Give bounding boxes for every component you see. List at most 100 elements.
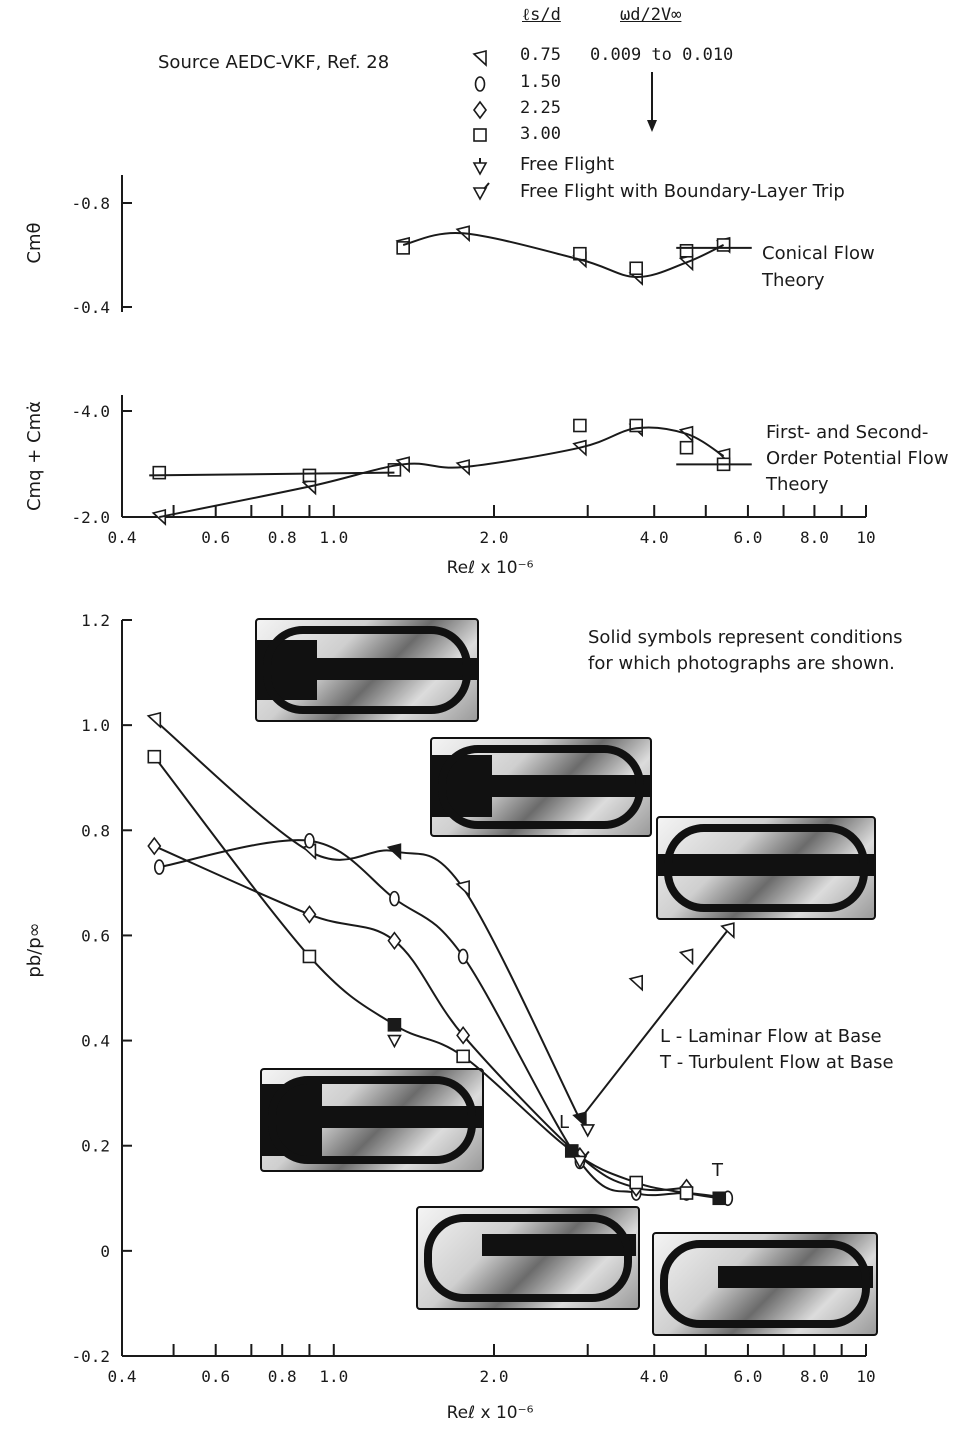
panel-2-ytick-label-6: 0 <box>100 1242 110 1261</box>
legend-header-ls-d: ℓs/d <box>522 5 561 25</box>
panel-2-series-1-point-2 <box>389 890 400 907</box>
panel-2-series-1-point-3 <box>457 948 469 965</box>
panel-2-ytick-label-0: 1.2 <box>81 611 110 630</box>
panel-2-series-3-point-4 <box>564 1144 579 1158</box>
panel-2-series-4-point-1 <box>580 1124 596 1138</box>
panel-1-theory-line <box>149 471 395 477</box>
panel-1-xlabel: Reℓ x 10⁻⁶ <box>447 558 534 578</box>
panel-1-fit-curve <box>159 426 725 518</box>
panel-2-ytick-label-1: 1.0 <box>81 716 110 735</box>
panel-1-xtick-label-6: 6.0 <box>733 528 762 547</box>
panel-2-series-3-point-3 <box>456 1049 470 1064</box>
panel-1-series-1-point-0 <box>152 465 167 480</box>
top-annotation-line1: Conical Flow <box>762 243 875 264</box>
panel-2-series-3-point-1 <box>302 949 317 964</box>
schlieren-photo-405 <box>416 1206 640 1310</box>
legend-symbol-square <box>473 128 487 142</box>
mid-annotation-line1: First- and Second- <box>766 422 929 443</box>
panel-2-xtick-label-7: 8.0 <box>800 1367 829 1386</box>
panel-0-ylabel: Cmθ <box>24 222 45 263</box>
marker-T: T <box>712 1160 723 1181</box>
legend-label-2: 2.25 <box>520 98 561 118</box>
panel-0-fit-curve <box>402 232 725 279</box>
schlieren-photo-401 <box>430 737 652 837</box>
plot-layer: -0.8 -0.4 -4.0 -2.0 1.2 1.0 0.8 0.6 0.4 0.2 0 -0.2 0… <box>24 175 876 1423</box>
panel-2-series-0-point-4 <box>572 1111 587 1129</box>
note-line2: for which photographs are shown. <box>588 653 895 674</box>
schlieren-photo-403 <box>260 1068 484 1172</box>
panel-2-ytick-label-7: -0.2 <box>71 1347 110 1366</box>
legend-label-5: Free Flight with Boundary-Layer Trip <box>520 181 845 202</box>
source-note: Source AEDC-VKF, Ref. 28 <box>158 52 390 73</box>
schlieren-photo-404 <box>656 816 876 920</box>
panel-2-xtick-label-4: 2.0 <box>480 1367 509 1386</box>
legend-omega-value: 0.009 to 0.010 <box>590 45 734 65</box>
panel-2-series-3-point-2 <box>387 1017 402 1032</box>
panel-2-series-0-point-7 <box>720 922 735 939</box>
panel-2-series-1-point-1 <box>304 832 315 849</box>
legend-symbol-circle <box>474 76 486 92</box>
mid-annotation-line2: Order Potential Flow <box>766 448 949 469</box>
panel-1-ytick-label-0: -4.0 <box>71 402 110 421</box>
panel-2-xtick-label-5: 4.0 <box>640 1367 669 1386</box>
panel-2-series-2-point-2 <box>387 931 402 951</box>
mid-annotation-line3: Theory <box>766 474 829 495</box>
panel-2-series-5-point-0-trip-tick <box>583 1150 590 1159</box>
panel-2-series-0-curve <box>153 719 581 1120</box>
note-line1: Solid symbols represent conditions <box>588 627 903 648</box>
panel-2-xtick-label-3: 1.0 <box>319 1367 348 1386</box>
panel-2-xtick-label-0: 0.4 <box>108 1367 137 1386</box>
panel-1-ylabel: Cmq + Cmα̇ <box>24 401 45 511</box>
panel-2-series-2-curve <box>153 845 687 1192</box>
top-annotation-line2: Theory <box>762 270 825 291</box>
panel-2-series-4-point-0 <box>387 1034 402 1049</box>
panel-1-series-1-point-5 <box>679 440 694 455</box>
panel-1-xtick-label-4: 2.0 <box>480 528 509 547</box>
panel-1-xtick-label-2: 0.8 <box>268 528 297 547</box>
panel-2-series-0-point-5 <box>628 974 643 992</box>
legend-symbol-diamond <box>473 100 487 120</box>
legend-symbol-triangle <box>472 49 487 67</box>
panel-2-series-0-point-0 <box>146 711 162 729</box>
legend-symbols <box>472 49 657 201</box>
schlieren-photo-406 <box>652 1232 878 1336</box>
panel-2-series-2-point-0 <box>147 836 162 856</box>
panel-2-xtick-label-1: 0.6 <box>201 1367 230 1386</box>
legend-label-4: Free Flight <box>520 154 615 175</box>
panel-2-series-3-point-0 <box>147 749 162 764</box>
panel-2-xlabel: Reℓ x 10⁻⁶ <box>447 1403 534 1423</box>
flow-key-line2: T - Turbulent Flow at Base <box>660 1052 894 1073</box>
panel-2-ytick-label-5: 0.2 <box>81 1137 110 1156</box>
panel-1-xtick-label-1: 0.6 <box>201 528 230 547</box>
legend-arrowhead <box>647 120 657 132</box>
panel-1-xtick-label-8: 10 <box>856 528 875 547</box>
panel-2-series-0-curve-b <box>579 929 729 1121</box>
panel-0-series-1-point-2 <box>629 261 643 276</box>
panel-1-series-1-point-1 <box>302 468 317 483</box>
panel-2-series-1-point-0 <box>153 859 165 875</box>
panel-1-ytick-label-1: -2.0 <box>71 508 110 527</box>
panel-2-ytick-label-3: 0.6 <box>81 926 110 945</box>
panel-2-ylabel: pb/p∞ <box>24 922 45 977</box>
panel-0-ytick-label-1: -0.4 <box>71 298 110 317</box>
panel-2-series-2-point-3 <box>456 1025 471 1045</box>
legend-symbol-free-flight <box>472 158 488 176</box>
panel-2-xtick-label-2: 0.8 <box>268 1367 297 1386</box>
panel-1-xtick-label-5: 4.0 <box>640 528 669 547</box>
panel-2-series-3-point-6 <box>679 1186 694 1200</box>
legend-label-0: 0.75 <box>520 45 561 65</box>
panel-0-ytick-label-0: -0.8 <box>71 194 110 213</box>
panel-2-series-3-point-7 <box>712 1191 727 1206</box>
panel-0-series-1-point-3 <box>679 243 694 258</box>
panel-2-series-0-point-2 <box>386 843 402 861</box>
panel-1-xtick-label-3: 1.0 <box>319 528 348 547</box>
panel-1-series-1-point-3 <box>573 418 587 433</box>
marker-L: L <box>559 1112 570 1133</box>
panel-2-ytick-label-2: 0.8 <box>81 821 110 840</box>
panel-2-xtick-label-8: 10 <box>856 1367 875 1386</box>
panel-2-series-3-point-5 <box>629 1175 643 1190</box>
panel-2-series-2-point-1 <box>302 905 317 924</box>
panel-1-xtick-label-7: 8.0 <box>800 528 829 547</box>
panel-2-series-0-point-3 <box>455 880 470 897</box>
